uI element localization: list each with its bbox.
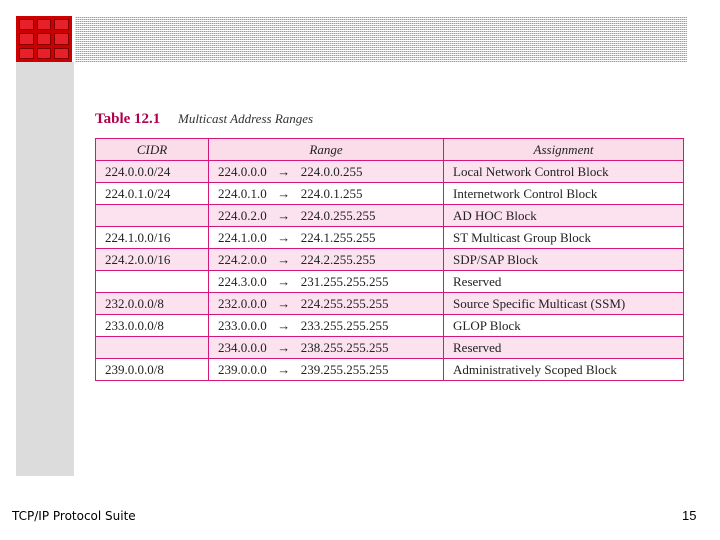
range-arrow-icon: → bbox=[277, 361, 291, 377]
table-row: 224.0.2.0 → 224.0.255.255 AD HOC Block bbox=[95, 204, 684, 227]
range-arrow-icon: → bbox=[277, 185, 291, 201]
cidr-cell: 224.0.1.0/24 bbox=[95, 182, 209, 205]
range-start: 224.2.0.0 bbox=[218, 251, 267, 267]
range-arrow-icon: → bbox=[277, 207, 291, 223]
range-end: 238.255.255.255 bbox=[300, 339, 389, 355]
range-end: 224.0.255.255 bbox=[300, 207, 376, 223]
range-cell: 239.0.0.0 → 239.255.255.255 bbox=[208, 358, 444, 381]
column-header-assignment: Assignment bbox=[443, 138, 684, 161]
table-row: 224.1.0.0/16 224.1.0.0 → 224.1.255.255 ST Mu… bbox=[95, 226, 684, 249]
range-cell: 224.2.0.0 → 224.2.255.255 bbox=[208, 248, 444, 271]
range-start: 239.0.0.0 bbox=[218, 361, 267, 377]
cidr-cell: 224.1.0.0/16 bbox=[95, 226, 209, 249]
range-start: 224.0.2.0 bbox=[218, 207, 267, 223]
cidr-cell: 232.0.0.0/8 bbox=[95, 292, 209, 315]
left-sidebar-bar bbox=[16, 62, 74, 476]
cidr-cell: 239.0.0.0/8 bbox=[95, 358, 209, 381]
range-end: 224.255.255.255 bbox=[300, 295, 389, 311]
assignment-cell: Source Specific Multicast (SSM) bbox=[443, 292, 684, 315]
assignment-cell: SDP/SAP Block bbox=[443, 248, 684, 271]
range-arrow-icon: → bbox=[277, 273, 291, 289]
column-header-range: Range bbox=[208, 138, 444, 161]
assignment-cell: AD HOC Block bbox=[443, 204, 684, 227]
range-start: 234.0.0.0 bbox=[218, 339, 267, 355]
multicast-address-table: CIDR Range Assignment 224.0.0.0/24 224.0.… bbox=[95, 138, 684, 381]
table-row: 224.0.0.0/24 224.0.0.0 → 224.0.0.255 Local N… bbox=[95, 160, 684, 183]
table-row: 232.0.0.0/8 232.0.0.0 → 224.255.255.255 Sour… bbox=[95, 292, 684, 315]
assignment-cell: Reserved bbox=[443, 270, 684, 293]
range-arrow-icon: → bbox=[277, 317, 291, 333]
cidr-cell bbox=[95, 336, 209, 359]
range-start: 224.0.0.0 bbox=[218, 163, 267, 179]
cidr-cell: 233.0.0.0/8 bbox=[95, 314, 209, 337]
assignment-cell: Administratively Scoped Block bbox=[443, 358, 684, 381]
range-arrow-icon: → bbox=[277, 229, 291, 245]
range-end: 224.2.255.255 bbox=[300, 251, 376, 267]
table-row: 224.3.0.0 → 231.255.255.255 Reserved bbox=[95, 270, 684, 293]
range-cell: 232.0.0.0 → 224.255.255.255 bbox=[208, 292, 444, 315]
table-body: 224.0.0.0/24 224.0.0.0 → 224.0.0.255 Local N… bbox=[95, 160, 684, 381]
range-cell: 224.3.0.0 → 231.255.255.255 bbox=[208, 270, 444, 293]
table-title: Multicast Address Ranges bbox=[178, 111, 314, 126]
table-header-row: CIDR Range Assignment bbox=[95, 138, 684, 161]
cidr-cell bbox=[95, 204, 209, 227]
table-caption: Table 12.1 Multicast Address Ranges bbox=[95, 111, 685, 128]
range-end: 233.255.255.255 bbox=[300, 317, 389, 333]
assignment-cell: Internetwork Control Block bbox=[443, 182, 684, 205]
table-row: 233.0.0.0/8 233.0.0.0 → 233.255.255.255 GLOP… bbox=[95, 314, 684, 337]
assignment-cell: ST Multicast Group Block bbox=[443, 226, 684, 249]
table-row: 224.0.1.0/24 224.0.1.0 → 224.0.1.255 Interne… bbox=[95, 182, 684, 205]
red-grid-logo-icon bbox=[16, 16, 72, 62]
cidr-cell bbox=[95, 270, 209, 293]
range-cell: 224.0.2.0 → 224.0.255.255 bbox=[208, 204, 444, 227]
range-start: 232.0.0.0 bbox=[218, 295, 267, 311]
range-cell: 224.0.0.0 → 224.0.0.255 bbox=[208, 160, 444, 183]
range-cell: 234.0.0.0 → 238.255.255.255 bbox=[208, 336, 444, 359]
table-row: 234.0.0.0 → 238.255.255.255 Reserved bbox=[95, 336, 684, 359]
range-cell: 233.0.0.0 → 233.255.255.255 bbox=[208, 314, 444, 337]
range-arrow-icon: → bbox=[277, 251, 291, 267]
header-pattern-band bbox=[75, 16, 687, 62]
range-cell: 224.0.1.0 → 224.0.1.255 bbox=[208, 182, 444, 205]
range-end: 239.255.255.255 bbox=[300, 361, 389, 377]
range-end: 224.0.1.255 bbox=[300, 185, 363, 201]
assignment-cell: Reserved bbox=[443, 336, 684, 359]
range-end: 224.1.255.255 bbox=[300, 229, 376, 245]
range-arrow-icon: → bbox=[277, 163, 291, 179]
assignment-cell: GLOP Block bbox=[443, 314, 684, 337]
table-number: Table 12.1 bbox=[95, 111, 161, 127]
table-row: 224.2.0.0/16 224.2.0.0 → 224.2.255.255 SDP/S… bbox=[95, 248, 684, 271]
range-start: 224.0.1.0 bbox=[218, 185, 267, 201]
assignment-cell: Local Network Control Block bbox=[443, 160, 684, 183]
page-number: 15 bbox=[682, 508, 697, 523]
column-header-cidr: CIDR bbox=[95, 138, 209, 161]
range-arrow-icon: → bbox=[277, 339, 291, 355]
range-arrow-icon: → bbox=[277, 295, 291, 311]
range-end: 224.0.0.255 bbox=[300, 163, 363, 179]
range-start: 224.1.0.0 bbox=[218, 229, 267, 245]
range-cell: 224.1.0.0 → 224.1.255.255 bbox=[208, 226, 444, 249]
footer-course-title: TCP/IP Protocol Suite bbox=[12, 509, 136, 523]
cidr-cell: 224.0.0.0/24 bbox=[95, 160, 209, 183]
range-start: 233.0.0.0 bbox=[218, 317, 267, 333]
range-start: 224.3.0.0 bbox=[218, 273, 267, 289]
cidr-cell: 224.2.0.0/16 bbox=[95, 248, 209, 271]
table-row: 239.0.0.0/8 239.0.0.0 → 239.255.255.255 Admi… bbox=[95, 358, 684, 381]
range-end: 231.255.255.255 bbox=[300, 273, 389, 289]
